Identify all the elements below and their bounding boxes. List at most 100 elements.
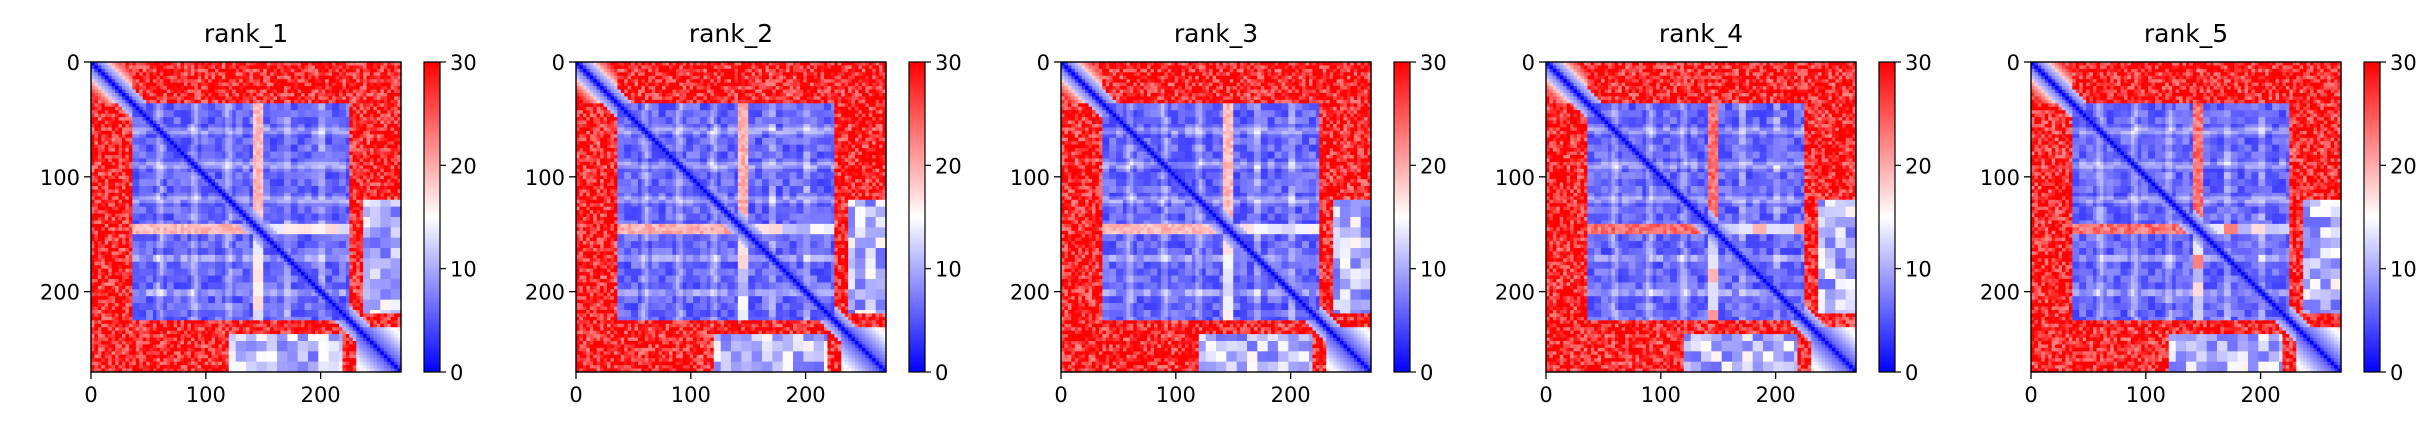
heatmap-cell	[318, 127, 322, 131]
heatmap-cell	[163, 76, 167, 80]
heatmap-cell	[170, 86, 174, 90]
heatmap-cell	[256, 110, 260, 114]
heatmap-cell	[353, 110, 357, 114]
heatmap-cell	[291, 93, 295, 97]
heatmap-cell	[129, 72, 133, 76]
heatmap-cell	[146, 138, 150, 142]
heatmap-cell	[156, 76, 160, 80]
heatmap-cell	[112, 107, 116, 111]
heatmap-cell	[284, 114, 288, 118]
heatmap-cell	[315, 110, 319, 114]
heatmap-cell	[377, 103, 381, 107]
heatmap-cell	[236, 69, 240, 73]
heatmap-cell	[239, 83, 243, 87]
heatmap-cell	[329, 134, 333, 138]
heatmap-cell	[177, 131, 181, 135]
heatmap-cell	[391, 72, 395, 76]
heatmap-cell	[160, 100, 164, 104]
heatmap-cell	[339, 131, 343, 135]
heatmap-cell	[305, 124, 309, 128]
heatmap-cell	[274, 134, 278, 138]
heatmap-cell	[332, 114, 336, 118]
heatmap-cell	[360, 127, 364, 131]
heatmap-cell	[394, 124, 398, 128]
heatmap-cell	[270, 65, 274, 69]
heatmap-cell	[129, 65, 133, 69]
heatmap-cell	[256, 103, 260, 107]
heatmap-cell	[222, 86, 226, 90]
heatmap-cell	[98, 76, 102, 80]
heatmap-cell	[315, 121, 319, 125]
heatmap-cell	[325, 124, 329, 128]
heatmap-cell	[391, 117, 395, 121]
heatmap-cell	[298, 83, 302, 87]
heatmap-cell	[150, 90, 154, 94]
heatmap-cell	[367, 96, 371, 100]
heatmap-cell	[146, 76, 150, 80]
heatmap-cell	[387, 110, 391, 114]
heatmap-cell	[301, 90, 305, 94]
heatmap-cell	[112, 76, 116, 80]
heatmap-cell	[129, 96, 133, 100]
heatmap-cell	[225, 86, 229, 90]
heatmap-cell	[332, 121, 336, 125]
heatmap-cell	[301, 93, 305, 97]
heatmap-cell	[108, 117, 112, 121]
heatmap-cell	[391, 114, 395, 118]
heatmap-cell	[253, 117, 257, 121]
heatmap-cell	[332, 103, 336, 107]
heatmap-cell	[311, 76, 315, 80]
heatmap-cell	[301, 121, 305, 125]
heatmap-cell	[256, 83, 260, 87]
heatmap-cell	[356, 103, 360, 107]
heatmap-cell	[184, 114, 188, 118]
heatmap-cell	[332, 134, 336, 138]
heatmap-cell	[391, 76, 395, 80]
heatmap-cell	[205, 138, 209, 142]
heatmap-cell	[153, 65, 157, 69]
heatmap-cell	[298, 114, 302, 118]
heatmap-cell	[363, 134, 367, 138]
heatmap-cell	[229, 107, 233, 111]
heatmap-cell	[225, 114, 229, 118]
heatmap-cell	[353, 90, 357, 94]
heatmap-cell	[194, 76, 198, 80]
heatmap-cell	[315, 96, 319, 100]
heatmap-cell	[218, 93, 222, 97]
heatmap-cell	[170, 90, 174, 94]
heatmap-cell	[222, 100, 226, 104]
heatmap-cell	[332, 69, 336, 73]
heatmap-cell	[212, 90, 216, 94]
heatmap-cell	[356, 79, 360, 83]
heatmap-cell	[136, 90, 140, 94]
heatmap-cell	[353, 100, 357, 104]
heatmap-cell	[308, 121, 312, 125]
heatmap-cell	[263, 65, 267, 69]
heatmap-cell	[291, 83, 295, 87]
heatmap-cell	[236, 72, 240, 76]
heatmap-cell	[280, 124, 284, 128]
heatmap-cell	[98, 93, 102, 97]
heatmap-cell	[129, 138, 133, 142]
heatmap-cell	[187, 86, 191, 90]
heatmap-cell	[339, 79, 343, 83]
heatmap-cell	[246, 107, 250, 111]
heatmap-cell	[274, 124, 278, 128]
heatmap-cell	[329, 131, 333, 135]
heatmap-cell	[311, 69, 315, 73]
heatmap-cell	[311, 65, 315, 69]
heatmap-cell	[246, 72, 250, 76]
heatmap-cell	[184, 124, 188, 128]
heatmap-cell	[360, 124, 364, 128]
heatmap-cell	[322, 127, 326, 131]
heatmap-cell	[201, 117, 205, 121]
heatmap-cell	[353, 131, 357, 135]
heatmap-cell	[167, 127, 171, 131]
heatmap-cell	[208, 117, 212, 121]
heatmap-cell	[353, 79, 357, 83]
heatmap-cell	[198, 131, 202, 135]
heatmap-cell	[101, 138, 105, 142]
heatmap-cell	[225, 93, 229, 97]
heatmap-cell	[236, 65, 240, 69]
heatmap-cell	[94, 138, 98, 142]
